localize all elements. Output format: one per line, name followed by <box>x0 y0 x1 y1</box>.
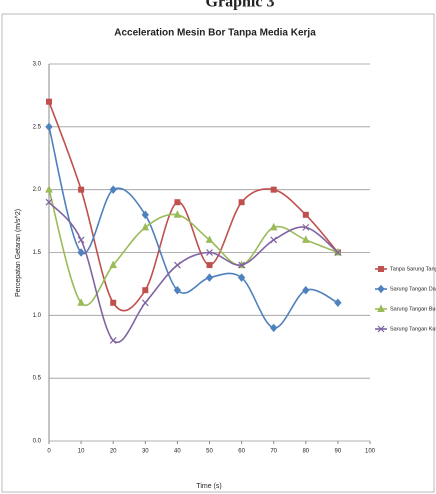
legend-label: Sarung Tangan Dacr <box>390 286 436 292</box>
marker <box>173 210 182 218</box>
marker <box>77 298 85 306</box>
marker <box>270 236 278 244</box>
marker <box>301 235 310 243</box>
marker <box>270 186 277 193</box>
marker <box>302 211 309 218</box>
series-line <box>48 126 339 329</box>
marker <box>109 260 118 269</box>
legend-label: Tanpa Sarung Tanga <box>390 266 436 272</box>
x-tick-label: 10 <box>78 449 85 455</box>
chart-title: Acceleration Mesin Bor Tanpa Media Kerja <box>114 28 316 39</box>
x-tick-label: 40 <box>174 449 181 455</box>
marker <box>77 248 85 257</box>
marker <box>110 299 117 306</box>
marker <box>378 266 384 272</box>
marker <box>377 284 385 294</box>
marker <box>238 199 245 206</box>
y-tick-label: 1.0 <box>33 313 42 319</box>
marker <box>205 273 214 282</box>
x-tick-label: 60 <box>238 449 245 455</box>
marker <box>237 273 246 282</box>
x-tick-label: 30 <box>142 449 149 455</box>
marker <box>270 323 278 333</box>
x-tick-label: 70 <box>270 449 277 455</box>
y-axis-label: Percepatan Getaran (m/s^2) <box>15 209 22 297</box>
x-tick-label: 100 <box>365 449 376 455</box>
marker <box>302 285 310 295</box>
chart-border <box>1 13 435 493</box>
x-tick-label: 50 <box>206 449 213 455</box>
x-tick-label: 0 <box>47 449 51 455</box>
marker <box>377 325 385 333</box>
legend-label: Sarung Tangan Kulit <box>390 326 436 332</box>
marker <box>173 261 181 269</box>
y-tick-label: 0.0 <box>33 439 42 445</box>
marker <box>334 249 342 256</box>
marker <box>109 185 117 194</box>
marker <box>142 287 149 294</box>
y-tick-label: 0.5 <box>33 376 42 382</box>
series-line <box>48 189 339 306</box>
legend-label: Sarung Tangan Busa <box>390 306 436 312</box>
marker <box>173 285 182 295</box>
x-tick-label: 90 <box>335 449 342 455</box>
x-axis-label: Time (s) <box>196 483 221 490</box>
marker <box>78 186 85 193</box>
marker <box>206 262 213 269</box>
x-tick-label: 20 <box>110 449 117 455</box>
marker <box>77 236 85 244</box>
marker <box>109 337 117 344</box>
marker <box>206 249 213 256</box>
series-line <box>48 101 339 312</box>
heading: Graphic 3 <box>206 0 275 11</box>
marker <box>141 210 149 220</box>
marker <box>302 223 310 231</box>
marker <box>45 122 53 132</box>
marker <box>205 235 214 243</box>
y-tick-label: 3.0 <box>33 62 42 68</box>
marker <box>45 198 53 206</box>
y-tick-label: 2.5 <box>33 124 42 130</box>
marker <box>334 298 342 308</box>
series-line <box>48 201 339 344</box>
x-tick-label: 80 <box>302 449 309 455</box>
marker <box>45 185 53 193</box>
marker <box>174 199 181 206</box>
marker <box>46 98 52 105</box>
y-tick-label: 2.0 <box>33 187 42 193</box>
marker <box>269 222 278 231</box>
marker <box>377 304 385 312</box>
marker <box>238 261 246 269</box>
marker <box>141 299 149 307</box>
y-tick-label: 1.5 <box>33 250 42 256</box>
marker <box>141 222 150 231</box>
